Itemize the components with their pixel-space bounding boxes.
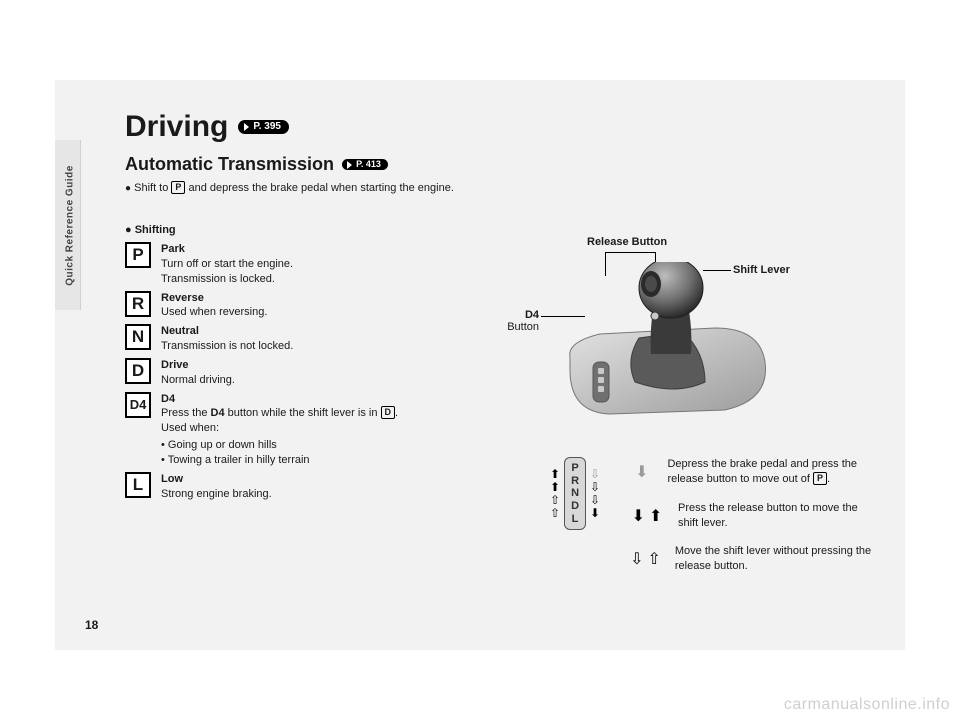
gear-symbol-d: D (125, 358, 151, 384)
gear-row-drive: D Drive Normal driving. (125, 358, 445, 388)
shift-diagram-row: ⬆ ⬆ ⇧ ⇧ P R N D L ⇩ (550, 457, 875, 574)
intro-key: P (171, 181, 185, 194)
legend-row: ⇩⇧ Move the shift lever without pressing… (630, 544, 875, 574)
legend-row: ⬇⬆ Press the release button to move the … (630, 501, 875, 531)
section-subtitle: Automatic Transmission (125, 154, 334, 175)
gear-text-l: Low Strong engine braking. (161, 472, 272, 502)
watermark: carmanualsonline.info (784, 696, 950, 714)
gear-row-neutral: N Neutral Transmission is not locked. (125, 324, 445, 354)
gear-row-low: L Low Strong engine braking. (125, 472, 445, 502)
gear-text-r: Reverse Used when reversing. (161, 291, 267, 321)
arrow-col-left: ⬆ ⬆ ⇧ ⇧ (550, 468, 560, 519)
legend-text-a: Depress the brake pedal and press the re… (667, 457, 875, 487)
subtitle-row: Automatic Transmission P. 413 (125, 154, 875, 175)
intro-post: and depress the brake pedal when startin… (185, 182, 453, 194)
manual-page: Quick Reference Guide Driving P. 395 Aut… (55, 80, 905, 650)
legend-icon-solid: ⬇⬆ (630, 506, 664, 526)
legend-icon-outline: ⇩⇧ (630, 549, 661, 569)
shift-indicator: ⬆ ⬆ ⇧ ⇧ P R N D L ⇩ (550, 457, 600, 530)
page-number: 18 (85, 618, 98, 632)
shifting-heading: ● Shifting (125, 224, 875, 236)
legend-text-c: Move the shift lever without pressing th… (675, 544, 875, 574)
gear-strip: P R N D L (564, 457, 586, 530)
shift-legend: ⬇ Depress the brake pedal and press the … (630, 457, 875, 574)
gear-row-reverse: R Reverse Used when reversing. (125, 291, 445, 321)
columns: P Park Turn off or start the engine. Tra… (125, 242, 875, 506)
section-tab-label: Quick Reference Guide (65, 151, 76, 301)
gear-symbol-n: N (125, 324, 151, 350)
legend-icon-gray-down: ⬇ (630, 462, 653, 482)
gear-row-d4: D4 D4 Press the D4 button while the shif… (125, 392, 445, 468)
gear-symbol-r: R (125, 291, 151, 317)
gear-list: P Park Turn off or start the engine. Tra… (125, 242, 445, 506)
section-ref-pill: P. 413 (342, 159, 388, 170)
intro-line: ● Shift to P and depress the brake pedal… (125, 181, 875, 194)
label-release-button: Release Button (587, 236, 667, 248)
gear-text-d4: D4 Press the D4 button while the shift l… (161, 392, 398, 468)
gear-symbol-d4: D4 (125, 392, 151, 418)
gear-symbol-p: P (125, 242, 151, 268)
shift-lever-svg (565, 262, 775, 432)
shift-lever-illustration: Release Button Shift Lever D4 Button (495, 236, 855, 456)
label-d4-button: D4 Button (495, 309, 539, 333)
page-ref-pill: P. 395 (238, 120, 289, 134)
intro-pre: Shift to (134, 182, 171, 194)
gear-text-n: Neutral Transmission is not locked. (161, 324, 293, 354)
gear-row-park: P Park Turn off or start the engine. Tra… (125, 242, 445, 287)
arrow-col-right: ⇩ ⇩ ⇩ ⬇ (590, 468, 600, 519)
legend-row: ⬇ Depress the brake pedal and press the … (630, 457, 875, 487)
page-title: Driving (125, 110, 228, 144)
right-column: Release Button Shift Lever D4 Button (465, 242, 875, 506)
title-row: Driving P. 395 (125, 110, 875, 144)
section-tab: Quick Reference Guide (55, 140, 81, 310)
gear-symbol-l: L (125, 472, 151, 498)
gear-text-d: Drive Normal driving. (161, 358, 235, 388)
pointer-line (605, 252, 655, 253)
page-content: Driving P. 395 Automatic Transmission P.… (125, 110, 875, 506)
legend-text-b: Press the release button to move the shi… (678, 501, 875, 531)
gear-text-p: Park Turn off or start the engine. Trans… (161, 242, 293, 287)
